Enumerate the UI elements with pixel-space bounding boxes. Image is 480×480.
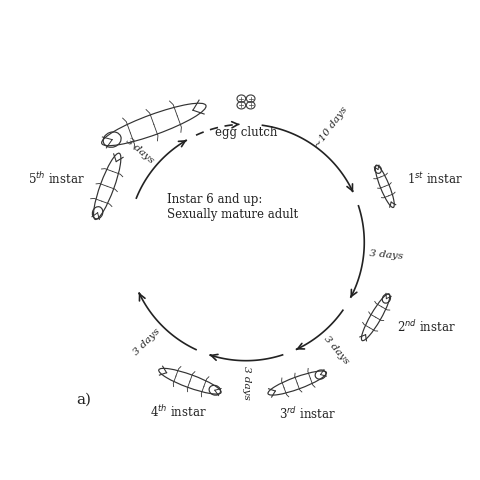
Text: 3 days: 3 days (241, 366, 251, 400)
Text: 3 days: 3 days (369, 249, 403, 261)
Text: 4$^{th}$ instar: 4$^{th}$ instar (150, 404, 207, 420)
Text: 3 days: 3 days (132, 326, 162, 357)
Text: Instar 6 and up:
Sexually mature adult: Instar 6 and up: Sexually mature adult (167, 193, 298, 221)
Text: 3$^{rd}$ instar: 3$^{rd}$ instar (279, 406, 336, 422)
Text: 3 days: 3 days (322, 334, 350, 366)
Text: egg clutch: egg clutch (215, 126, 277, 139)
Text: 1$^{st}$ instar: 1$^{st}$ instar (408, 171, 463, 187)
Text: 2$^{nd}$ instar: 2$^{nd}$ instar (397, 320, 456, 336)
Text: 5$^{th}$ instar: 5$^{th}$ instar (28, 171, 84, 187)
Text: a): a) (76, 393, 91, 407)
Text: 3 days: 3 days (124, 136, 156, 165)
Text: ~10 days: ~10 days (312, 106, 349, 151)
